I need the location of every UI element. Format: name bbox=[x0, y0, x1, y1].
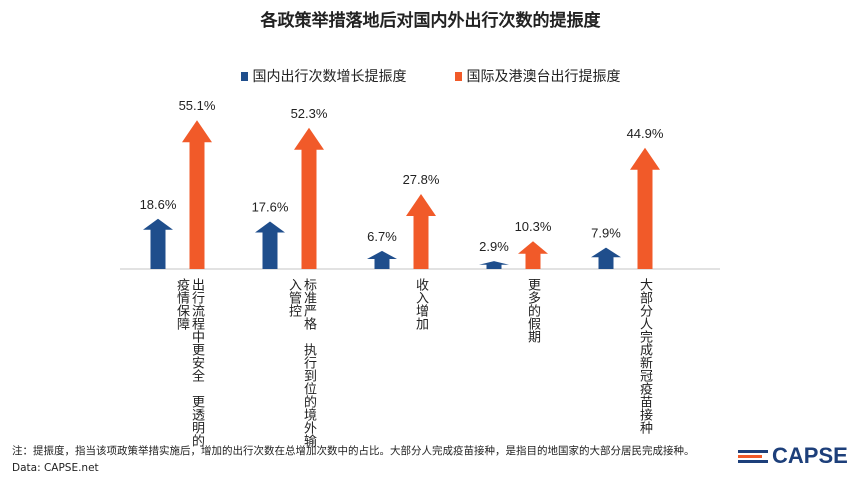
data-label: 10.3% bbox=[515, 219, 552, 234]
data-label: 18.6% bbox=[140, 197, 177, 212]
category-label: 收入增加 bbox=[413, 278, 428, 330]
category-label: 标准严格 执行到位的境外输 入管控 bbox=[286, 278, 316, 447]
data-source: Data: CAPSE.net bbox=[12, 462, 99, 474]
data-label: 44.9% bbox=[627, 126, 664, 141]
legend-label: 国际及港澳台出行提振度 bbox=[466, 69, 621, 85]
legend-swatch bbox=[240, 72, 248, 81]
data-label: 17.6% bbox=[252, 199, 289, 214]
domestic-arrow-bar bbox=[591, 247, 621, 269]
legend: 国内出行次数增长提振度 国际及港澳台出行提振度 bbox=[0, 66, 861, 86]
chart-title: 各政策举措落地后对国内外出行次数的提振度 bbox=[260, 11, 601, 31]
data-label: 27.8% bbox=[403, 172, 440, 187]
category-label: 大部分人完成新冠疫苗接种 bbox=[637, 278, 652, 434]
legend-swatch bbox=[454, 72, 462, 81]
domestic-arrow-bar bbox=[367, 250, 397, 269]
domestic-arrow-bar bbox=[479, 261, 509, 269]
international-arrow-bar bbox=[630, 147, 660, 269]
footnote: 注：提振度，指当该项政策举措实施后，增加的出行次数在总增加次数中的占比。大部分人… bbox=[12, 445, 695, 457]
domestic-arrow-bar bbox=[143, 218, 173, 269]
domestic-arrow-bar bbox=[255, 221, 285, 269]
data-label: 7.9% bbox=[591, 226, 621, 241]
data-label: 52.3% bbox=[291, 106, 328, 121]
capse-logo: CAPSE bbox=[738, 443, 848, 469]
logo-text: CAPSE bbox=[772, 443, 848, 468]
legend-label: 国内出行次数增长提振度 bbox=[252, 69, 407, 85]
data-label: 55.1% bbox=[179, 98, 216, 113]
legend-item-international: 国际及港澳台出行提振度 bbox=[454, 66, 621, 86]
category-label: 更多的假期 bbox=[525, 278, 540, 343]
international-arrow-bar bbox=[182, 120, 212, 269]
legend-item-domestic: 国内出行次数增长提振度 bbox=[240, 66, 407, 86]
international-arrow-bar bbox=[406, 193, 436, 269]
data-label: 6.7% bbox=[367, 229, 397, 244]
international-arrow-bar bbox=[518, 241, 548, 269]
data-label: 2.9% bbox=[479, 239, 509, 254]
logo-bars-icon bbox=[738, 448, 768, 465]
category-label: 出行流程中更安全 更透明的 疫情保障 bbox=[174, 278, 204, 447]
international-arrow-bar bbox=[294, 127, 324, 269]
